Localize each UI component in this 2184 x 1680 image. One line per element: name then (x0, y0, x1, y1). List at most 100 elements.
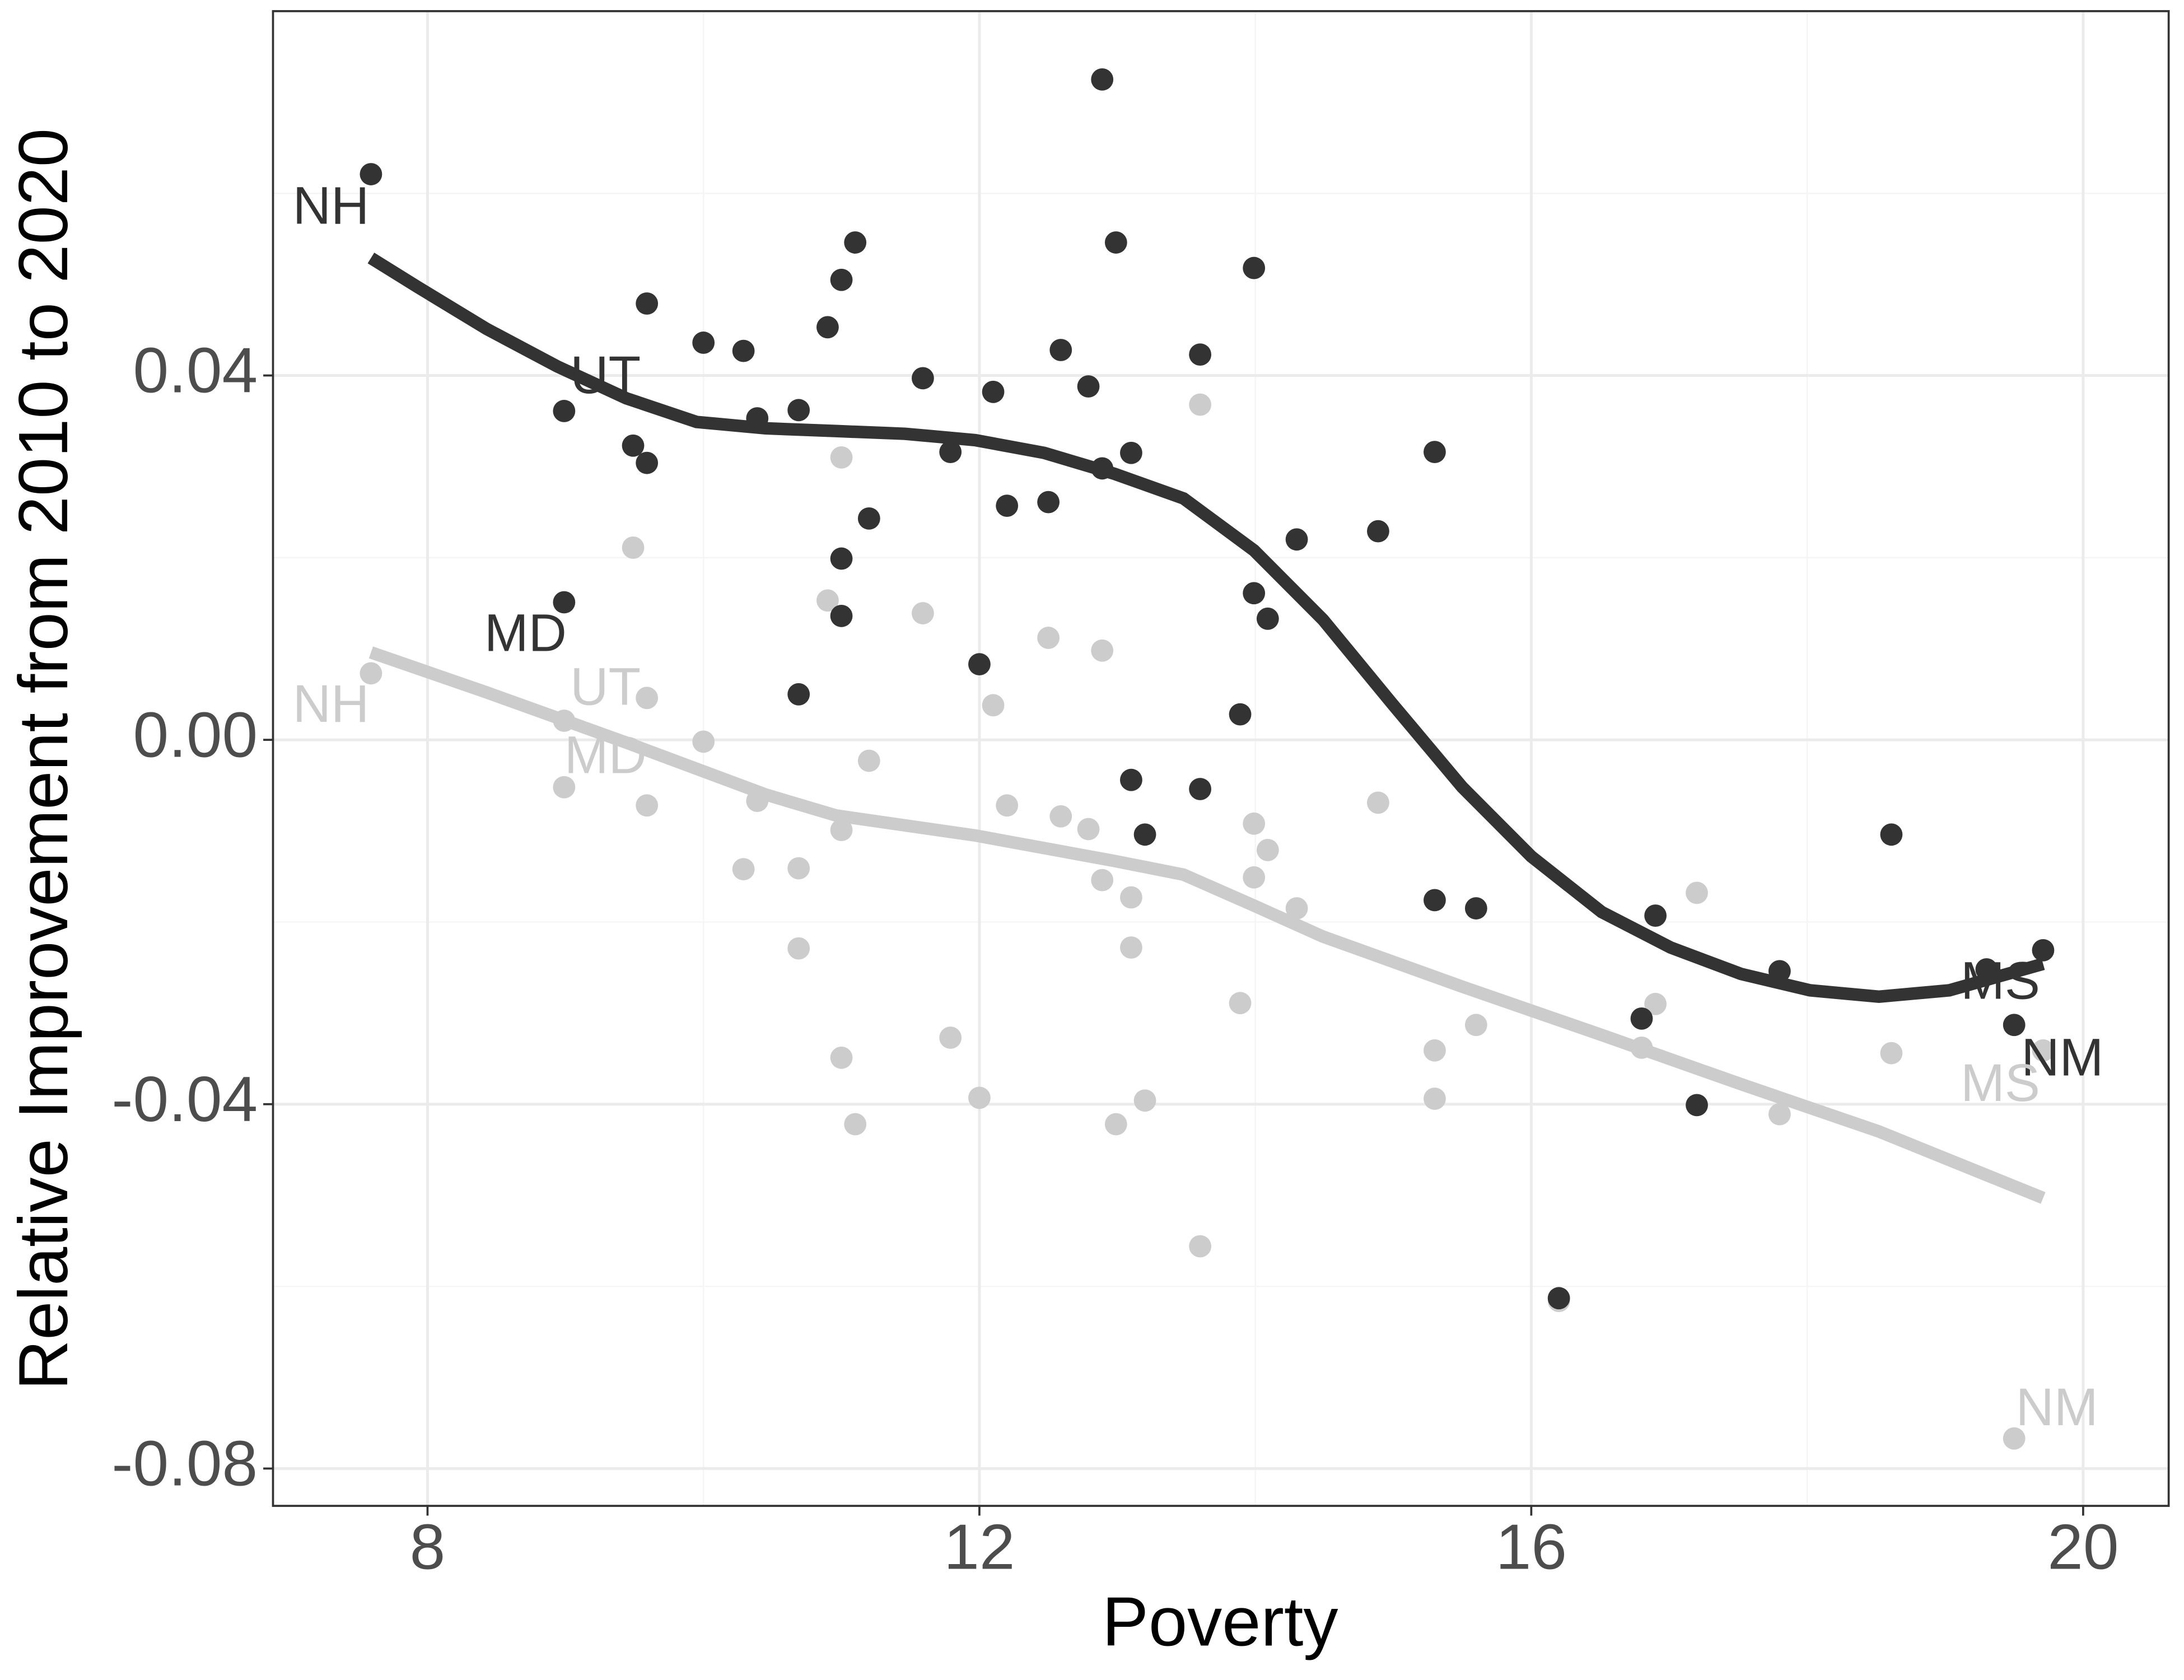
point (636, 794, 659, 817)
point (622, 434, 645, 457)
point (1424, 441, 1446, 464)
smooth-line (368, 646, 2046, 1204)
point (1049, 339, 1072, 361)
y-tick-label: 0.04 (133, 335, 258, 407)
point (816, 589, 839, 612)
point (787, 399, 810, 422)
point (1189, 393, 1212, 416)
point (1091, 68, 1114, 91)
point (1243, 582, 1266, 605)
point (553, 776, 576, 799)
point (1424, 1088, 1446, 1110)
point (692, 332, 715, 354)
point (1256, 607, 1279, 630)
point (996, 794, 1019, 817)
point (1367, 520, 1389, 543)
point (982, 380, 1005, 403)
point (1285, 528, 1308, 551)
point (982, 694, 1005, 717)
y-tick-label: -0.04 (111, 1063, 258, 1135)
point (1243, 812, 1266, 835)
point (787, 937, 810, 960)
point (1644, 904, 1667, 927)
point (1189, 778, 1212, 800)
point (830, 819, 853, 842)
state-label: UT (570, 657, 641, 716)
point (1367, 791, 1389, 814)
point (692, 730, 715, 753)
point (857, 507, 880, 530)
point (553, 591, 576, 614)
point (1091, 639, 1114, 662)
point (1037, 491, 1060, 514)
x-tick-label: 16 (1496, 1511, 1567, 1583)
point (1077, 375, 1100, 398)
point (1104, 1113, 1127, 1136)
point (732, 339, 755, 362)
smooth-line (367, 253, 2045, 1004)
point (2003, 1427, 2026, 1450)
x-tick-label: 8 (410, 1511, 446, 1583)
point (1229, 992, 1252, 1015)
point (968, 653, 991, 676)
point (622, 536, 645, 559)
point (1120, 768, 1142, 791)
point (636, 451, 659, 474)
point (1243, 256, 1266, 279)
state-label: MD (564, 725, 647, 785)
point (1464, 897, 1487, 920)
point (1880, 823, 1903, 846)
point (1464, 1014, 1487, 1037)
point (844, 231, 867, 254)
x-tick-label: 12 (944, 1511, 1015, 1583)
state-label: MD (484, 603, 567, 662)
point (1243, 866, 1266, 889)
state-label: NH (293, 674, 370, 734)
point (1630, 1007, 1653, 1030)
state-label: NH (293, 176, 370, 235)
point (939, 1026, 962, 1049)
point (857, 749, 880, 772)
point (1120, 886, 1142, 909)
point (1686, 881, 1708, 904)
point (360, 163, 382, 185)
point (1686, 1094, 1708, 1117)
point (1189, 1235, 1212, 1258)
point (1189, 343, 1212, 366)
point (1091, 869, 1114, 892)
state-label: MS (1961, 951, 2040, 1011)
point (1880, 1042, 1903, 1065)
point (830, 268, 853, 291)
point (968, 1086, 991, 1109)
point (830, 605, 853, 627)
point (1037, 627, 1060, 649)
point (1229, 703, 1252, 726)
point (1077, 818, 1100, 841)
point (360, 662, 382, 685)
point (1104, 231, 1127, 254)
point (1768, 1103, 1791, 1126)
point (636, 292, 659, 315)
state-label: NM (2021, 1028, 2103, 1087)
point (939, 441, 962, 464)
y-axis-title: Relative Improvement from 2010 to 2020 (4, 128, 82, 1390)
point (732, 858, 755, 881)
y-tick-label: -0.08 (111, 1428, 258, 1500)
point (1644, 992, 1667, 1015)
panel-border (272, 10, 2170, 1507)
state-label: NM (2016, 1378, 2098, 1437)
x-tick-label: 20 (2047, 1511, 2118, 1583)
point (830, 446, 853, 469)
point (787, 857, 810, 880)
point (2003, 1014, 2026, 1037)
point (1133, 823, 1156, 846)
point (1424, 1039, 1446, 1062)
point (2032, 1039, 2055, 1062)
point (830, 547, 853, 570)
point (844, 1113, 867, 1136)
point (1547, 1287, 1570, 1310)
point (830, 1046, 853, 1069)
y-tick-label: 0.00 (133, 699, 258, 771)
